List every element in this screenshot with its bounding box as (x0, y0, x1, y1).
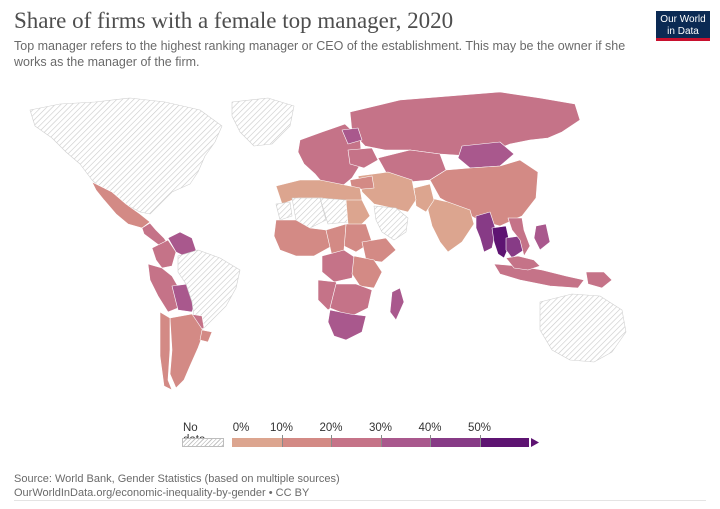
region-india[interactable] (427, 197, 475, 253)
region-north-america[interactable] (29, 97, 223, 215)
region-belarus[interactable] (341, 127, 363, 145)
logo-line-2: in Data (667, 26, 699, 37)
source-url[interactable]: OurWorldInData.org/economic-inequality-b… (14, 487, 310, 499)
legend-divider (380, 435, 382, 447)
region-algeria[interactable] (291, 197, 327, 229)
region-egypt[interactable] (345, 199, 371, 227)
region-vietnam[interactable] (507, 217, 531, 257)
region-ukraine[interactable] (347, 147, 379, 169)
legend-bin[interactable] (331, 438, 381, 447)
footer: Source: World Bank, Gender Statistics (b… (14, 472, 340, 500)
legend-bin[interactable] (479, 438, 529, 447)
region-ethiopia[interactable] (361, 237, 397, 263)
region-philippines[interactable] (533, 223, 551, 251)
region-myanmar[interactable] (475, 211, 497, 253)
region-chile[interactable] (159, 311, 173, 391)
region-uruguay[interactable] (199, 329, 213, 343)
region-australia[interactable] (539, 293, 627, 363)
region-west-africa[interactable] (273, 219, 333, 257)
legend-divider (281, 435, 283, 447)
owid-logo[interactable]: Our World in Data (656, 11, 710, 41)
region-dr-congo[interactable] (321, 249, 357, 283)
region-western-sahara[interactable] (275, 201, 293, 221)
region-thailand[interactable] (491, 225, 511, 259)
region-papua-new-guinea[interactable] (585, 271, 613, 289)
legend-bin[interactable] (380, 438, 430, 447)
region-malaysia[interactable] (505, 255, 541, 271)
map-regions (29, 91, 627, 391)
legend-divider (479, 435, 481, 447)
region-saudi-arabia[interactable] (373, 205, 409, 241)
region-pakistan[interactable] (413, 183, 435, 213)
legend-tick-label: 50% (467, 422, 492, 434)
legend-tick-label: 0% (232, 422, 250, 434)
legend-bin[interactable] (232, 438, 282, 447)
no-data-swatch[interactable] (182, 438, 224, 447)
region-southern-africa[interactable] (329, 283, 373, 317)
legend-bin[interactable] (281, 438, 331, 447)
legend-bin[interactable] (430, 438, 480, 447)
footer-rule (14, 500, 706, 501)
chart-subtitle: Top manager refers to the highest rankin… (14, 39, 626, 69)
region-indonesia[interactable] (493, 263, 585, 289)
source-note: Source: World Bank, Gender Statistics (b… (14, 473, 340, 485)
legend-divider (430, 435, 431, 447)
region-colombia[interactable] (151, 239, 177, 269)
region-brazil[interactable] (177, 249, 241, 331)
legend-tick-label: 20% (319, 422, 343, 434)
legend-tick-label: 30% (368, 422, 393, 434)
chart-title: Share of firms with a female top manager… (14, 8, 454, 33)
region-greenland[interactable] (231, 97, 295, 147)
region-argentina[interactable] (169, 313, 205, 389)
logo-line-1: Our World (660, 14, 706, 25)
world-map[interactable] (0, 80, 720, 410)
region-east-africa[interactable] (351, 255, 383, 289)
region-russia[interactable] (349, 91, 581, 157)
region-madagascar[interactable] (389, 287, 405, 321)
region-south-africa[interactable] (327, 309, 367, 341)
legend-arrow-icon (531, 438, 539, 447)
legend-tick-label: 40% (418, 422, 442, 434)
logo-bar (656, 38, 710, 41)
legend-divider (331, 435, 332, 447)
legend-tick-label: 10% (269, 422, 294, 434)
